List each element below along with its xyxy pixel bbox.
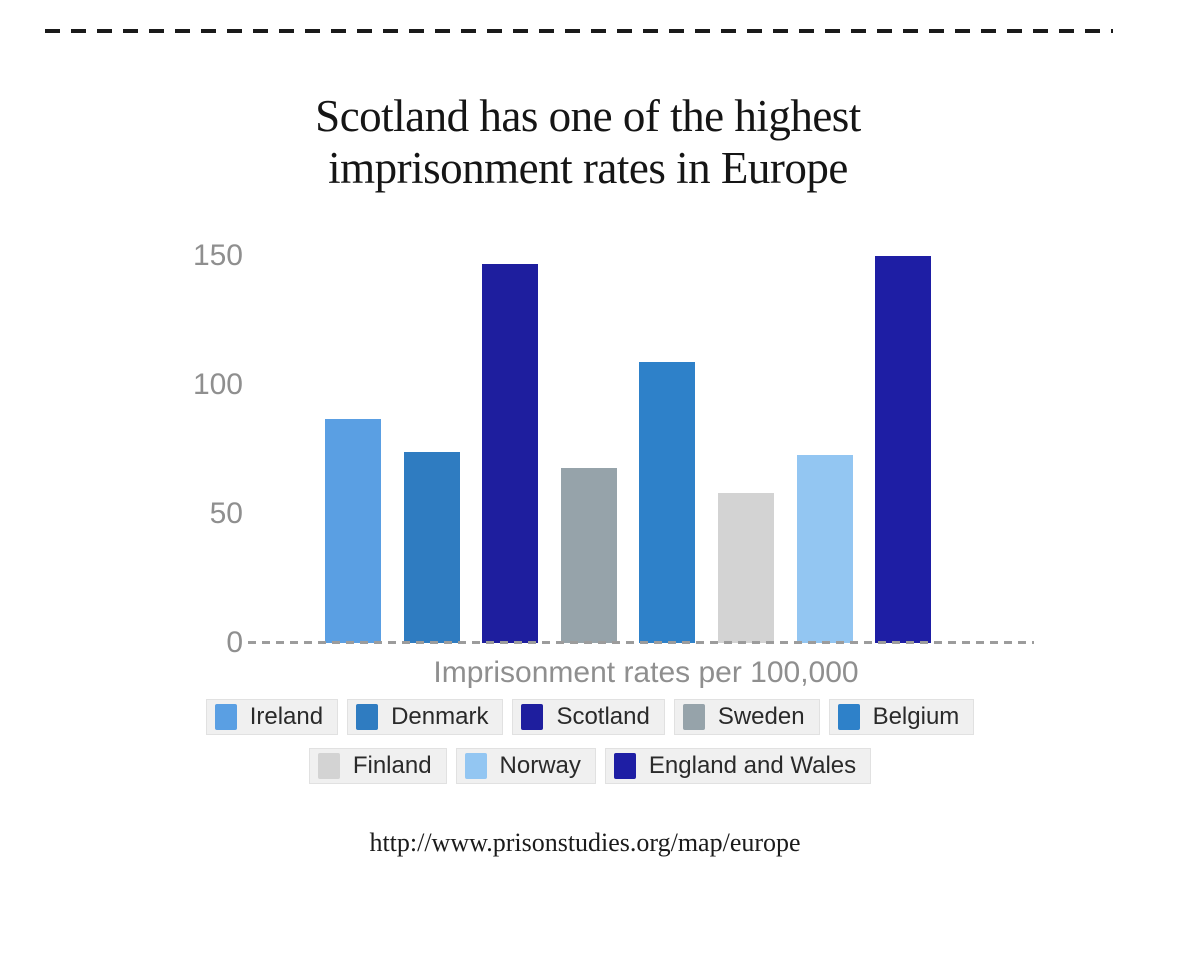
bar-scotland (482, 263, 539, 643)
legend-label: Norway (499, 752, 581, 779)
legend-color-swatch (214, 704, 237, 730)
bar-ireland (325, 418, 381, 643)
chart-title: Scotland has one of the highest imprison… (0, 90, 1176, 194)
y-axis-tick-150: 150 (192, 239, 243, 272)
legend-item-norway: Norway (455, 748, 596, 784)
y-axis-tick-50: 50 (209, 497, 243, 530)
bar-norway (796, 454, 853, 643)
bar-sweden (560, 467, 617, 643)
legend-label: Sweden (717, 703, 805, 730)
bar-denmark (403, 452, 460, 643)
legend-item-england-and-wales: England and Wales (604, 748, 872, 784)
y-axis-tick-100: 100 (192, 368, 243, 401)
legend-label: Scotland (556, 703, 650, 730)
legend-color-swatch (837, 704, 860, 730)
legend-item-scotland: Scotland (512, 699, 665, 735)
legend-item-ireland: Ireland (205, 699, 339, 735)
legend-label: Finland (352, 752, 432, 779)
chart-title-line2: imprisonment rates in Europe (328, 143, 848, 193)
legend: Ireland Denmark Scotland Sweden Belgium Finla… (0, 699, 1180, 784)
legend-label: Belgium (872, 703, 960, 730)
legend-item-sweden: Sweden (673, 699, 820, 735)
legend-color-swatch (464, 753, 487, 779)
legend-row-1: Ireland Denmark Scotland Sweden Belgium (205, 699, 975, 735)
legend-label: England and Wales (648, 752, 857, 779)
legend-item-finland: Finland (308, 748, 447, 784)
x-axis-label: Imprisonment rates per 100,000 (433, 656, 859, 689)
y-axis-tick-0: 0 (226, 626, 243, 659)
legend-label: Denmark (391, 703, 489, 730)
legend-item-denmark: Denmark (347, 699, 504, 735)
legend-item-belgium: Belgium (828, 699, 975, 735)
bar-finland (718, 493, 774, 643)
legend-color-swatch (682, 704, 705, 730)
legend-color-swatch (356, 704, 379, 730)
legend-color-swatch (317, 753, 340, 779)
x-axis-baseline (248, 641, 1034, 644)
chart-title-line1: Scotland has one of the highest (315, 91, 861, 141)
bar-england-and-wales (875, 256, 932, 643)
legend-row-2: Finland Norway England and Wales (308, 748, 872, 784)
legend-color-swatch (613, 753, 636, 779)
legend-label: Ireland (249, 703, 324, 730)
bar-belgium (639, 361, 696, 643)
top-dashed-divider (45, 29, 1113, 33)
legend-color-swatch (521, 704, 544, 730)
source-url: http://www.prisonstudies.org/map/europe (369, 828, 801, 857)
